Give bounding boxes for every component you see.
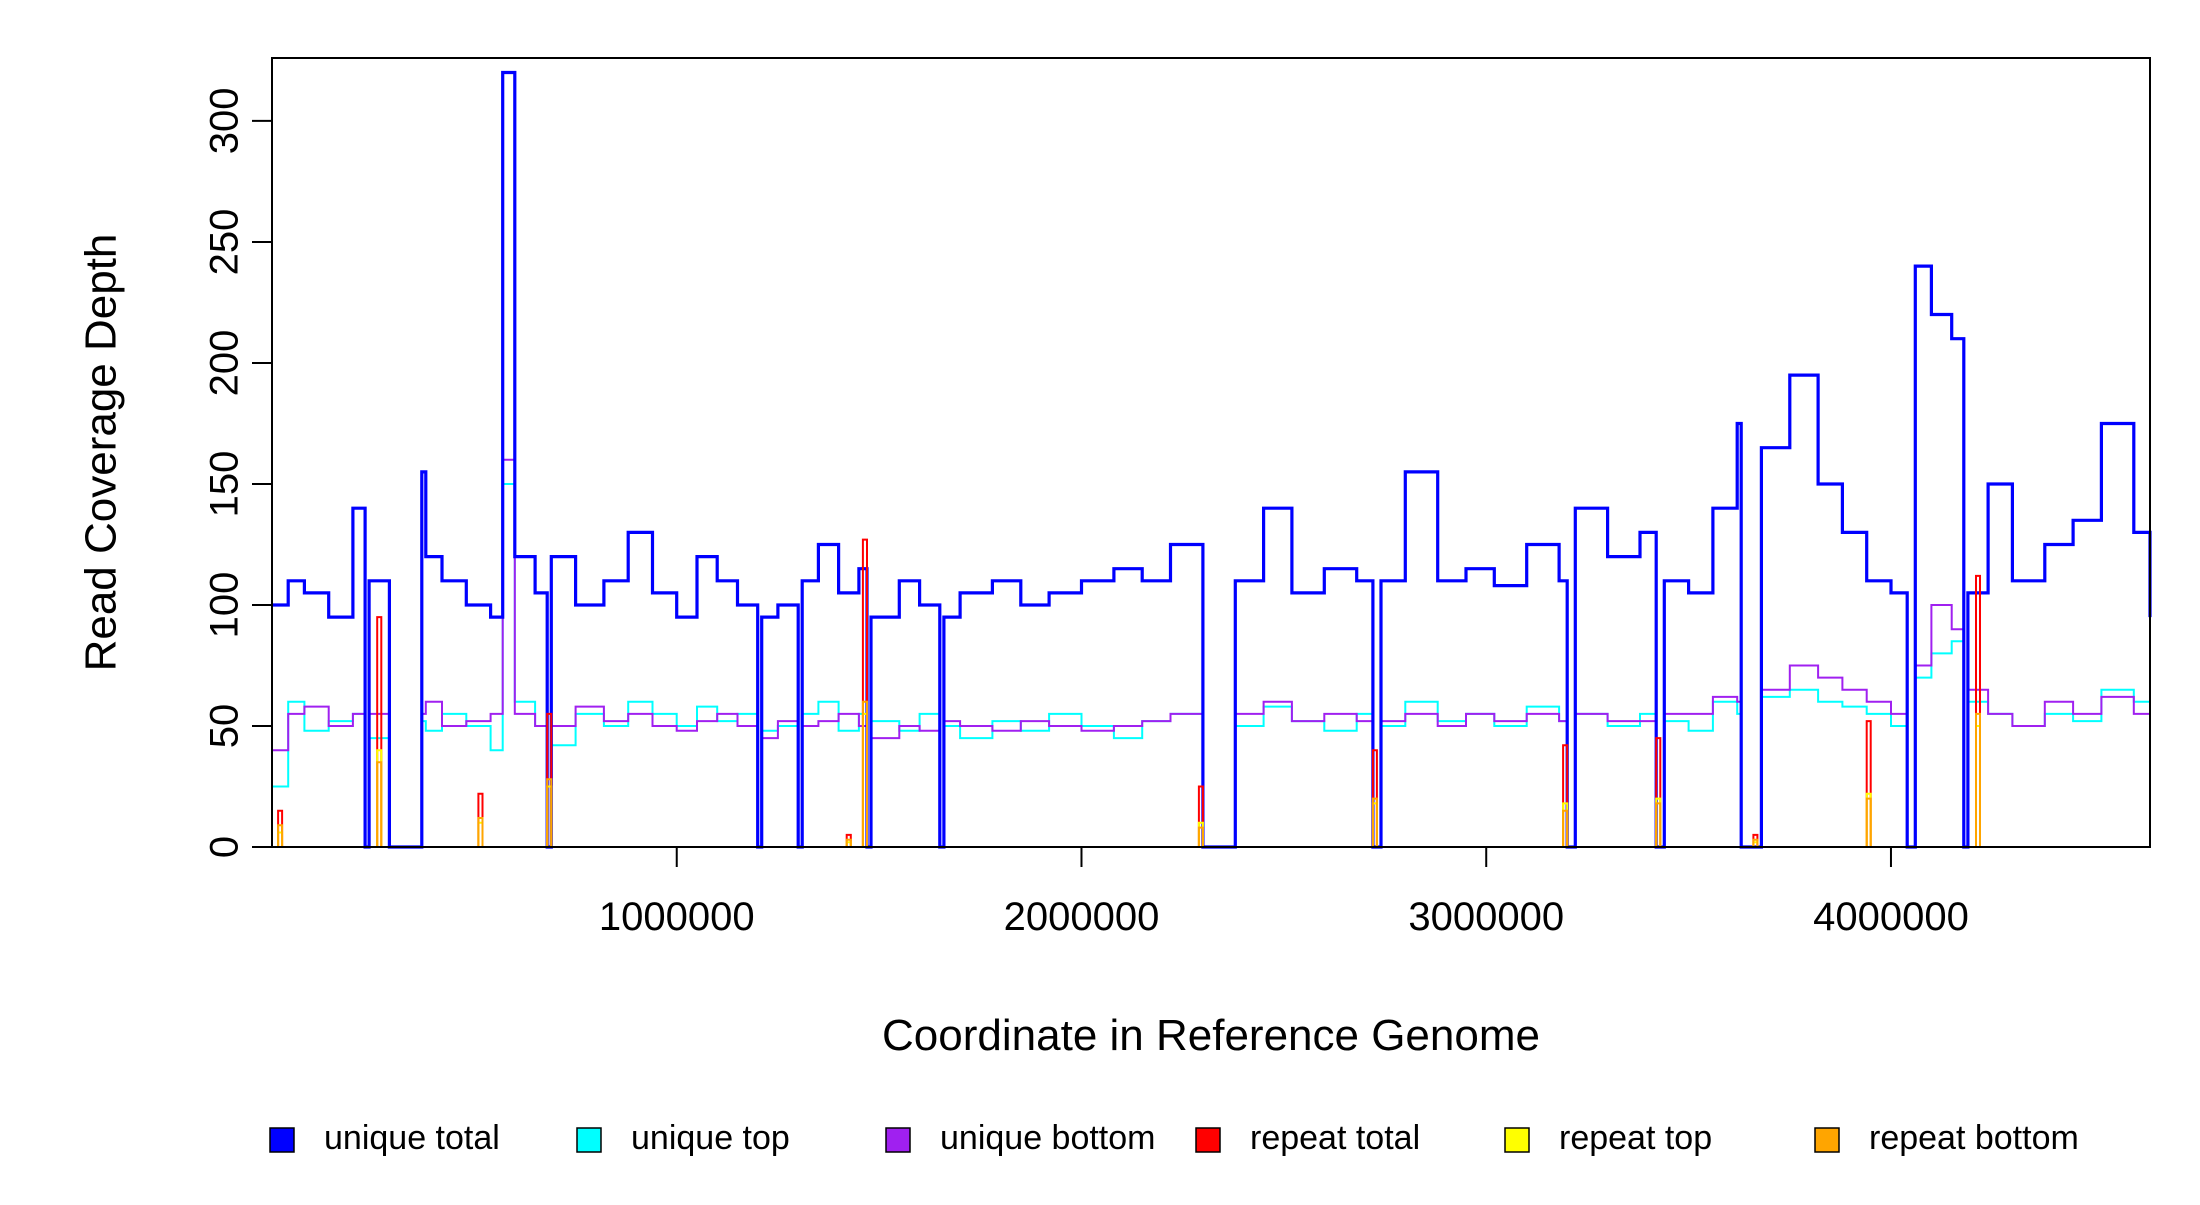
legend-label: repeat top <box>1559 1119 1712 1157</box>
x-tick-label: 3000000 <box>1408 895 1564 939</box>
y-axis: 0 50 100 150 200 250 300 <box>203 88 273 858</box>
legend-swatch <box>576 1127 602 1153</box>
series-line-repeat-bottom <box>272 700 2150 848</box>
series-line-unique-top <box>272 483 2151 848</box>
x-axis-title: Coordinate in Reference Genome <box>882 1011 1540 1060</box>
legend-item: repeat top <box>1504 1119 1712 1157</box>
legend-item: unique top <box>576 1119 790 1157</box>
y-tick-label: 50 <box>203 704 247 749</box>
plot-frame <box>271 57 2151 848</box>
legend-label: unique bottom <box>940 1119 1156 1157</box>
y-tick-label: 200 <box>203 330 247 397</box>
x-tick-label: 2000000 <box>1004 895 1160 939</box>
legend-label: repeat bottom <box>1869 1119 2079 1157</box>
series-line-repeat-top <box>272 712 2150 848</box>
x-tick-label: 4000000 <box>1813 895 1969 939</box>
legend-swatch <box>885 1127 911 1153</box>
legend-item: repeat total <box>1195 1119 1420 1157</box>
legend-swatch <box>269 1127 295 1153</box>
legend-swatch <box>1814 1127 1840 1153</box>
legend-swatch <box>1504 1127 1530 1153</box>
y-tick-label: 0 <box>203 836 247 858</box>
x-axis: 1000000 2000000 3000000 4000000 <box>599 847 1969 939</box>
legend-swatch <box>1195 1127 1221 1153</box>
legend-label: unique top <box>631 1119 790 1157</box>
series-layer <box>272 70 2152 849</box>
legend-item: unique bottom <box>885 1119 1156 1157</box>
y-tick-label: 250 <box>203 209 247 276</box>
legend-label: unique total <box>324 1119 500 1157</box>
x-tick-label: 1000000 <box>599 895 755 939</box>
legend-item: repeat bottom <box>1814 1119 2079 1157</box>
series-line-repeat-total <box>272 538 2150 848</box>
legend: unique total unique top unique bottom repea… <box>269 1119 2079 1157</box>
series-line-unique-total <box>272 70 2152 849</box>
y-axis-title: Read Coverage Depth <box>77 234 126 672</box>
y-tick-label: 150 <box>203 451 247 518</box>
y-tick-label: 300 <box>203 88 247 155</box>
legend-item: unique total <box>269 1119 500 1157</box>
y-tick-label: 100 <box>203 572 247 639</box>
series-line-unique-bottom <box>272 458 2151 848</box>
legend-label: repeat total <box>1250 1119 1420 1157</box>
